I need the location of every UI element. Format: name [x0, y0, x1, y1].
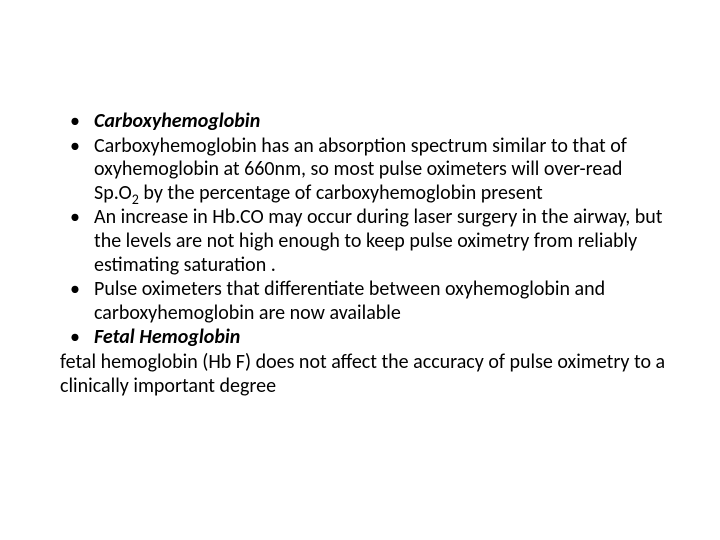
bullet-item-laser-surgery: An increase in Hb.CO may occur during la… [68, 206, 670, 277]
bullet-text: Carboxyhemoglobin [94, 109, 260, 133]
trailing-paragraph: fetal hemoglobin (Hb F) does not affect … [34, 351, 670, 398]
bullet-list: Carboxyhemoglobin Carboxyhemoglobin has … [68, 110, 670, 350]
trailing-text: fetal hemoglobin (Hb F) does not affect … [60, 350, 665, 398]
bullet-text-post: by the percentage of carboxyhemoglobin p… [139, 181, 543, 205]
bullet-text: Fetal Hemoglobin [94, 325, 240, 349]
bullet-item-carboxy-heading: Carboxyhemoglobin [68, 110, 670, 134]
bullet-text: Pulse oximeters that differentiate betwe… [94, 277, 605, 325]
bullet-item-absorption: Carboxyhemoglobin has an absorption spec… [68, 135, 670, 206]
bullet-item-fetal-heading: Fetal Hemoglobin [68, 326, 670, 350]
slide: Carboxyhemoglobin Carboxyhemoglobin has … [0, 0, 720, 540]
bullet-item-differentiate: Pulse oximeters that differentiate betwe… [68, 278, 670, 325]
bullet-text: An increase in Hb.CO may occur during la… [94, 205, 662, 276]
